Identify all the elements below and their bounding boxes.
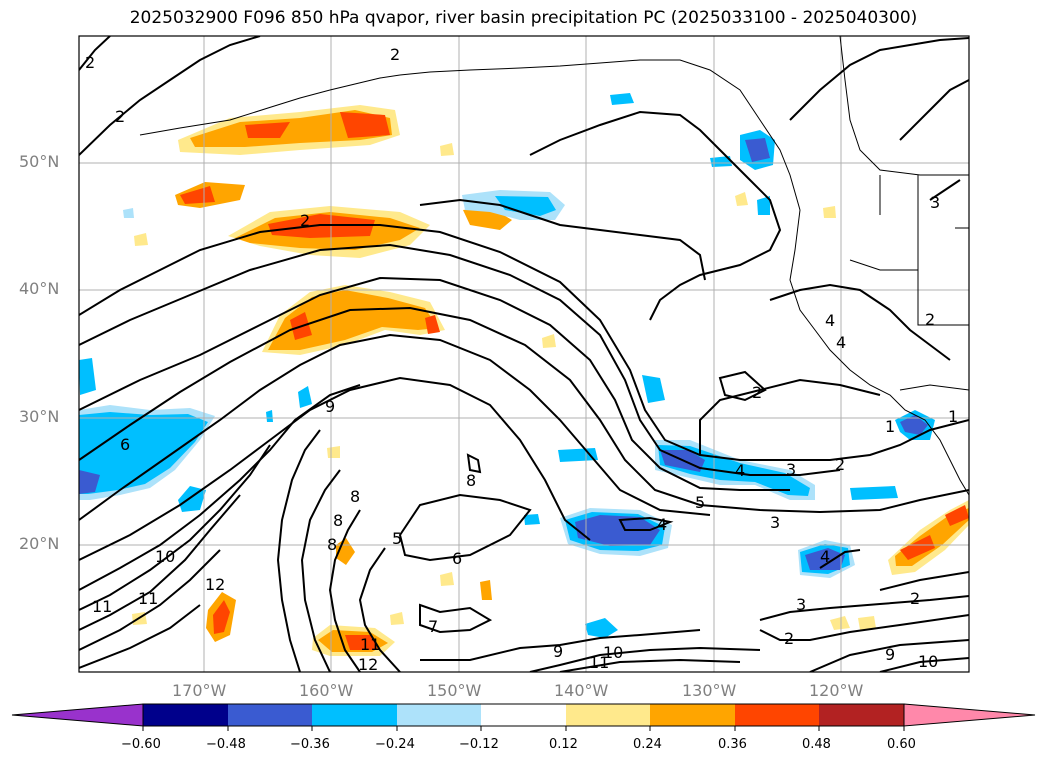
qvapor-contours <box>79 36 969 672</box>
colorbar-segment <box>228 704 312 726</box>
contour-label-group: 2 2 2 2 3 2 2 4 4 1 6 9 8 8 8 8 5 6 7 4 … <box>85 45 958 674</box>
longitude-label: 150°W <box>427 681 482 700</box>
contour-label: 11 <box>360 635 380 654</box>
latitude-label: 20°N <box>19 534 60 553</box>
contour-label: 5 <box>695 493 705 512</box>
latitude-label: 50°N <box>19 152 60 171</box>
contour-label: 4 <box>735 461 745 480</box>
contour-label: 2 <box>752 383 762 402</box>
contour-label: 4 <box>657 515 667 534</box>
map-frame <box>78 35 970 673</box>
contour-label: 2 <box>910 589 920 608</box>
contour-label: 3 <box>930 193 940 212</box>
contour-label: 3 <box>796 595 806 614</box>
contour-label: 9 <box>553 642 563 661</box>
contour-label: 7 <box>428 617 438 636</box>
colorbar-tick-label: −0.24 <box>375 737 415 752</box>
colorbar-segment <box>143 704 228 726</box>
longitude-label: 160°W <box>299 681 354 700</box>
longitude-label: 130°W <box>682 681 737 700</box>
contour-label: 3 <box>786 460 796 479</box>
contour-label: 1 <box>885 417 895 436</box>
colorbar-tick-label: −0.60 <box>121 737 161 752</box>
contour-label: 8 <box>327 535 337 554</box>
latitude-label: 40°N <box>19 279 60 298</box>
longitude-label: 140°W <box>554 681 609 700</box>
contour-label: 9 <box>325 397 335 416</box>
longitude-label: 120°W <box>809 681 864 700</box>
contour-label: 10 <box>155 547 175 566</box>
colorbar-segment <box>481 704 566 726</box>
latitude-label: 30°N <box>19 407 60 426</box>
contour-label: 2 <box>300 211 310 230</box>
colorbar-segment <box>650 704 735 726</box>
contour-label: 8 <box>350 487 360 506</box>
contour-label: 12 <box>358 655 378 674</box>
longitude-label: 170°W <box>172 681 227 700</box>
colorbar-tick-label: −0.36 <box>290 737 330 752</box>
coastlines <box>139 36 969 496</box>
precip-shading <box>79 93 969 656</box>
contour-label: 11 <box>138 589 158 608</box>
contour-label: 4 <box>825 311 835 330</box>
contour-label: 4 <box>820 547 830 566</box>
contour-label: 2 <box>784 629 794 648</box>
colorbar-tick-label: −0.48 <box>206 737 246 752</box>
contour-label: 2 <box>115 107 125 126</box>
colorbar-segment <box>819 704 904 726</box>
contour-label: 3 <box>770 513 780 532</box>
colorbar-extend-low <box>11 703 144 727</box>
colorbar-extend-high <box>903 703 1036 727</box>
contour-label: 10 <box>603 643 623 662</box>
colorbar-tick-label: 0.12 <box>549 737 578 752</box>
contour-label: 6 <box>120 435 130 454</box>
colorbar-segment <box>735 704 819 726</box>
contour-label: 8 <box>466 471 476 490</box>
contour-label: 2 <box>390 45 400 64</box>
colorbar-tick-label: 0.48 <box>802 737 831 752</box>
colorbar-tick-label: −0.12 <box>459 737 499 752</box>
colorbar <box>11 703 1036 731</box>
contour-label: 11 <box>589 653 609 672</box>
colorbar-tick-label: 0.24 <box>633 737 662 752</box>
colorbar-segment <box>397 704 481 726</box>
contour-label: 2 <box>85 53 95 72</box>
graticule <box>79 36 969 672</box>
colorbar-segment <box>312 704 397 726</box>
contour-label: 8 <box>333 511 343 530</box>
contour-label: 1 <box>948 407 958 426</box>
contour-label: 2 <box>835 455 845 474</box>
contour-label: 12 <box>205 575 225 594</box>
contour-label: 4 <box>836 333 846 352</box>
colorbar-tick-label: 0.36 <box>718 737 747 752</box>
colorbar-tick-label: 0.60 <box>887 737 916 752</box>
contour-label: 2 <box>925 310 935 329</box>
contour-label: 9 <box>885 645 895 664</box>
contour-label: 6 <box>452 549 462 568</box>
contour-label: 11 <box>92 597 112 616</box>
contour-label: 10 <box>918 652 938 671</box>
contour-label: 5 <box>392 529 402 548</box>
colorbar-segment <box>566 704 650 726</box>
map-title: 2025032900 F096 850 hPa qvapor, river ba… <box>129 8 918 28</box>
